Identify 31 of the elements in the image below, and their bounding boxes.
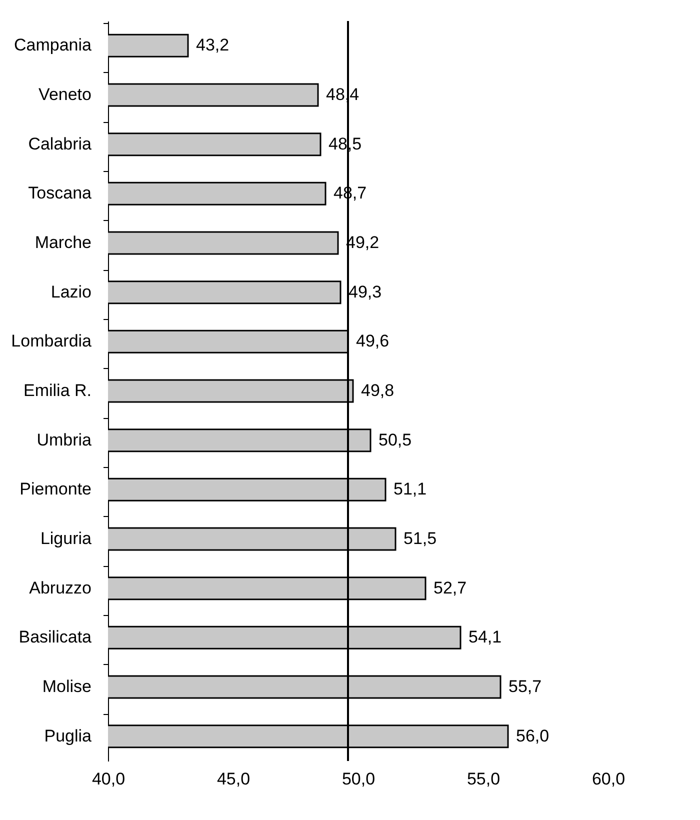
x-tick-label: 60,0 — [592, 770, 626, 788]
y-tick-label: Lazio — [50, 282, 92, 302]
data-label: 50,5 — [378, 430, 412, 450]
data-label: 51,1 — [394, 480, 427, 499]
data-label: 43,2 — [196, 36, 230, 55]
data-label: 52,7 — [434, 578, 467, 598]
data-label: 49,3 — [348, 282, 382, 302]
y-tick-label: Abruzzo — [29, 578, 92, 598]
y-tick-label: Umbria — [36, 430, 92, 450]
y-tick-label: Marche — [34, 233, 92, 252]
y-tick-label: Puglia — [44, 726, 92, 746]
y-tick-label: Veneto — [38, 85, 92, 104]
x-tick-label: 45,0 — [216, 770, 250, 788]
data-label: 56,0 — [516, 726, 550, 746]
y-tick-label: Campania — [14, 36, 92, 55]
y-tick-label: Emilia R. — [23, 381, 92, 400]
y-tick-label: Lombardia — [11, 332, 92, 351]
x-tick-label: 55,0 — [466, 770, 500, 788]
y-tick-label: Molise — [42, 677, 92, 696]
data-label: 49,6 — [356, 332, 390, 351]
y-tick-label: Piemonte — [20, 480, 92, 499]
x-tick-label: 50,0 — [342, 770, 376, 788]
y-tick-label: Calabria — [28, 134, 92, 154]
data-label: 55,7 — [508, 677, 542, 696]
x-tick-label: 40,0 — [92, 770, 126, 788]
y-tick-label: Toscana — [28, 184, 92, 203]
data-label: 51,5 — [404, 529, 437, 548]
y-tick-label: Liguria — [40, 529, 92, 548]
data-label: 54,1 — [468, 628, 502, 647]
data-label: 49,8 — [361, 381, 394, 400]
y-tick-label: Basilicata — [18, 628, 92, 647]
